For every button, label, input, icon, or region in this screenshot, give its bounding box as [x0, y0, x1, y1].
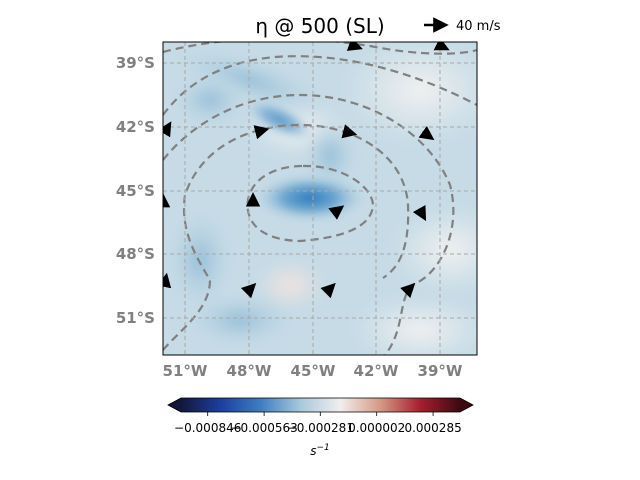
field-patch-se	[350, 295, 477, 355]
colorbar-extend-max	[460, 398, 473, 412]
wind-vector	[412, 205, 427, 222]
colorbar-extend-min	[168, 398, 181, 412]
wind-vector	[253, 125, 270, 140]
map-panel	[163, 42, 477, 355]
y-tick-label: 45°S	[116, 182, 155, 200]
colorbar-tick-label: 0.000285	[404, 421, 461, 435]
x-tick-label: 48°W	[227, 362, 272, 380]
colorbar-label-base: s	[310, 444, 316, 458]
field-band-sw	[165, 205, 235, 315]
colorbar-body	[181, 398, 460, 412]
x-tick-label: 45°W	[291, 362, 336, 380]
wind-vectors	[163, 42, 450, 299]
contour-5	[246, 164, 375, 243]
colorbar-label-exponent: −1	[316, 443, 329, 453]
x-tick-label: 42°W	[354, 362, 399, 380]
wind-vector	[341, 124, 358, 139]
x-tick-label: 39°W	[418, 362, 463, 380]
wind-vector	[163, 121, 172, 138]
wind-vector	[346, 42, 363, 51]
y-tick-label: 42°S	[116, 118, 155, 136]
wind-vector	[328, 205, 345, 220]
geopotential-contours	[163, 42, 477, 355]
x-tick-labels: 51°W 48°W 45°W 42°W 39°W	[163, 362, 463, 380]
colorbar-tick-label: −0.000846	[174, 421, 241, 435]
x-tick-label: 51°W	[163, 362, 208, 380]
quiver-key-label: 40 m/s	[456, 19, 501, 34]
contour-4	[163, 123, 410, 351]
wind-vector	[418, 125, 435, 141]
y-tick-label: 51°S	[116, 309, 155, 327]
field-patch-ne	[340, 42, 477, 145]
wind-vector	[433, 42, 450, 51]
y-tick-labels: 39°S 42°S 45°S 48°S 51°S	[116, 54, 155, 327]
chart-title: η @ 500 (SL)	[255, 14, 384, 38]
colorbar-tick-label: 0.000002	[348, 421, 405, 435]
field-band-nw	[170, 72, 250, 128]
contour-1	[163, 42, 477, 55]
vorticity-minimum	[250, 172, 370, 224]
quiver-key: 40 m/s	[424, 17, 501, 34]
colorbar-outline	[167, 397, 474, 413]
field-band-s	[180, 292, 300, 348]
contour-2	[163, 55, 477, 116]
y-tick-label: 39°S	[116, 54, 155, 72]
colorbar-tick-label: −0.000281	[287, 421, 354, 435]
vorticity-filament	[243, 97, 317, 143]
colorbar-label: s−1	[310, 443, 330, 458]
colorbar-tick-label: −0.000563	[230, 421, 297, 435]
field-patch-e	[390, 205, 477, 295]
map-frame	[162, 41, 478, 356]
y-tick-label: 48°S	[116, 245, 155, 263]
